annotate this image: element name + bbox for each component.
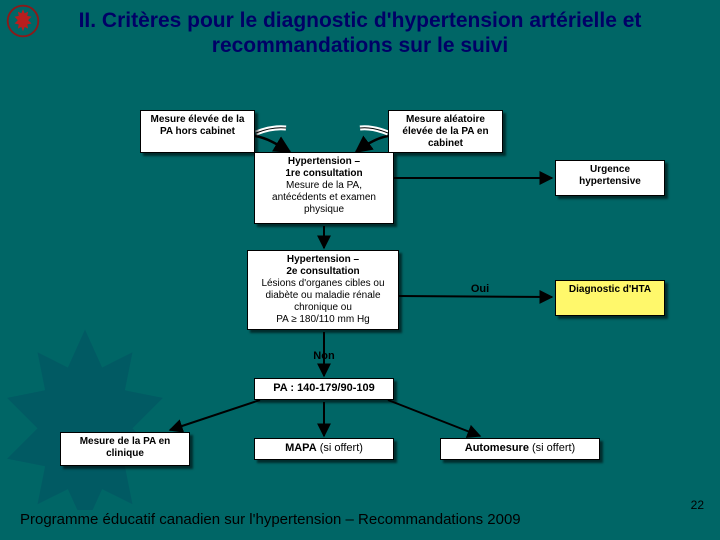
label-oui: Oui: [460, 283, 500, 295]
watermark-icon: [0, 320, 180, 510]
box-consultation-2: Hypertension – 2e consultation Lésions d…: [247, 250, 399, 330]
text: Hypertension –: [287, 254, 359, 265]
label-non: Non: [304, 350, 344, 362]
box-mapa: MAPA (si offert): [254, 438, 394, 460]
text: Mesure de la PA, antécédents et examen p…: [272, 180, 376, 215]
box-diagnostic-hta: Diagnostic d'HTA: [555, 280, 665, 316]
text: Automesure: [465, 442, 529, 454]
text: (si offert): [317, 442, 363, 454]
page-number: 22: [691, 498, 704, 512]
box-mesure-en-cabinet: Mesure aléatoire élevée de la PA en cabi…: [388, 110, 503, 153]
text: PA ≥ 180/110 mm Hg: [276, 314, 370, 325]
text: 1re consultation: [285, 168, 362, 179]
page-title: II. Critères pour le diagnostic d'hypert…: [0, 0, 720, 64]
box-urgence: Urgence hypertensive: [555, 160, 665, 196]
footer-text: Programme éducatif canadien sur l'hypert…: [20, 511, 580, 528]
slide: II. Critères pour le diagnostic d'hypert…: [0, 0, 720, 540]
box-consultation-1: Hypertension – 1re consultation Mesure d…: [254, 152, 394, 224]
text: 2e consultation: [286, 266, 359, 277]
logo-icon: [6, 4, 40, 38]
box-pa-range: PA : 140-179/90-109: [254, 378, 394, 400]
box-automesure: Automesure (si offert): [440, 438, 600, 460]
box-clinique: Mesure de la PA en clinique: [60, 432, 190, 466]
text: (si offert): [529, 442, 575, 454]
text: Hypertension –: [288, 156, 360, 167]
box-mesure-hors-cabinet: Mesure élevée de la PA hors cabinet: [140, 110, 255, 153]
text: Lésions d'organes cibles ou diabète ou m…: [261, 278, 384, 313]
text: MAPA: [285, 442, 317, 454]
